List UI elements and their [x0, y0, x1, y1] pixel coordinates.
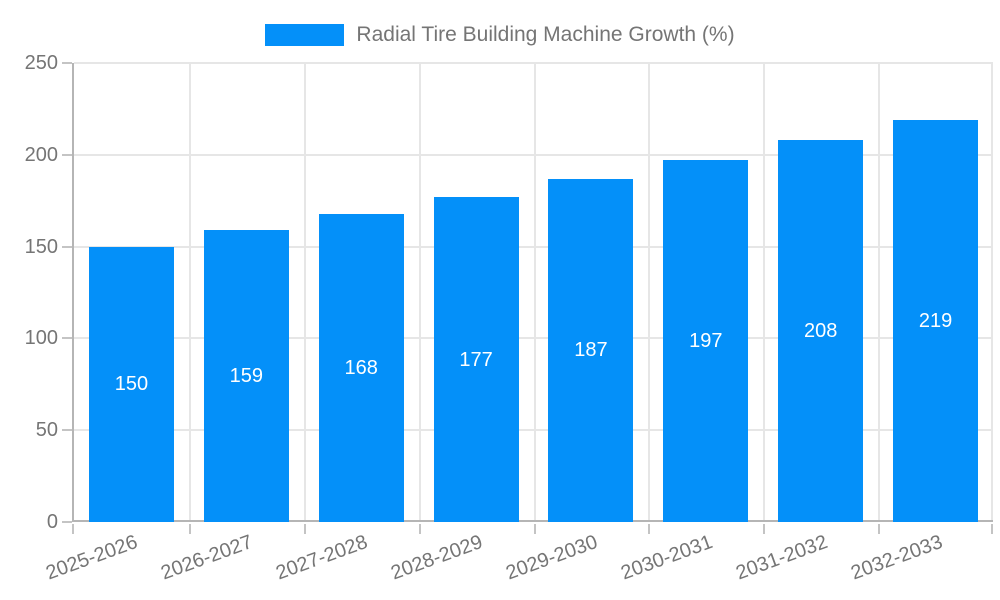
- y-axis-tick-label: 0: [46, 511, 58, 533]
- bar-value-label: 208: [804, 320, 838, 343]
- x-axis-tick: [648, 524, 651, 534]
- y-axis-tick-label: 100: [24, 327, 58, 350]
- y-axis-line: [72, 63, 74, 522]
- y-axis-tick-label: 200: [24, 143, 58, 166]
- y-axis-tick: [62, 429, 72, 432]
- gridline-vertical: [303, 63, 306, 522]
- x-axis-tick: [72, 524, 74, 534]
- y-axis-tick-label: 150: [24, 235, 58, 258]
- y-axis-tick-label: 50: [35, 419, 58, 442]
- gridline-vertical: [533, 63, 536, 522]
- legend-item[interactable]: Radial Tire Building Machine Growth (%): [265, 22, 735, 48]
- x-axis-line: [72, 520, 993, 522]
- y-axis-tick: [62, 245, 72, 248]
- bar[interactable]: 168: [318, 213, 404, 522]
- bar[interactable]: 150: [88, 246, 174, 522]
- bar-value-label: 177: [459, 348, 493, 371]
- gridline-vertical: [418, 63, 421, 522]
- gridline-vertical: [763, 63, 766, 522]
- gridline-vertical: [648, 63, 651, 522]
- bar-value-label: 197: [689, 330, 723, 353]
- y-axis-tick-label: 250: [24, 52, 58, 74]
- x-axis-tick: [763, 524, 766, 534]
- legend: Radial Tire Building Machine Growth (%): [0, 22, 1000, 48]
- x-axis-tick: [991, 524, 993, 534]
- x-axis-tick: [188, 524, 191, 534]
- bar[interactable]: 219: [893, 119, 979, 522]
- bar-value-label: 159: [229, 365, 263, 388]
- y-axis-tick: [62, 337, 72, 340]
- bar-value-label: 219: [918, 309, 953, 332]
- bar[interactable]: 197: [663, 160, 749, 522]
- x-axis-tick: [533, 524, 536, 534]
- x-axis-tick: [418, 524, 421, 534]
- legend-swatch: [265, 24, 345, 46]
- y-axis-tick: [62, 521, 72, 523]
- gridline-vertical: [878, 63, 881, 522]
- gridline-vertical: [991, 63, 993, 522]
- bar-value-label: 187: [574, 339, 608, 362]
- bar-value-label: 168: [344, 356, 378, 379]
- bar[interactable]: 208: [778, 140, 864, 522]
- y-axis-tick: [62, 153, 72, 156]
- plot-area: 0 50 100 150 200 250 150 2025-2026 159 2026-2027 1…: [25, 52, 993, 584]
- x-axis-tick: [878, 524, 881, 534]
- x-axis-tick: [303, 524, 306, 534]
- bar[interactable]: 159: [203, 230, 289, 522]
- legend-label: Radial Tire Building Machine Growth (%): [356, 23, 735, 46]
- y-axis-tick: [62, 62, 72, 64]
- bar[interactable]: 177: [433, 197, 519, 522]
- gridline-vertical: [188, 63, 191, 522]
- bar[interactable]: 187: [548, 178, 634, 522]
- bar-value-label: 150: [114, 373, 149, 396]
